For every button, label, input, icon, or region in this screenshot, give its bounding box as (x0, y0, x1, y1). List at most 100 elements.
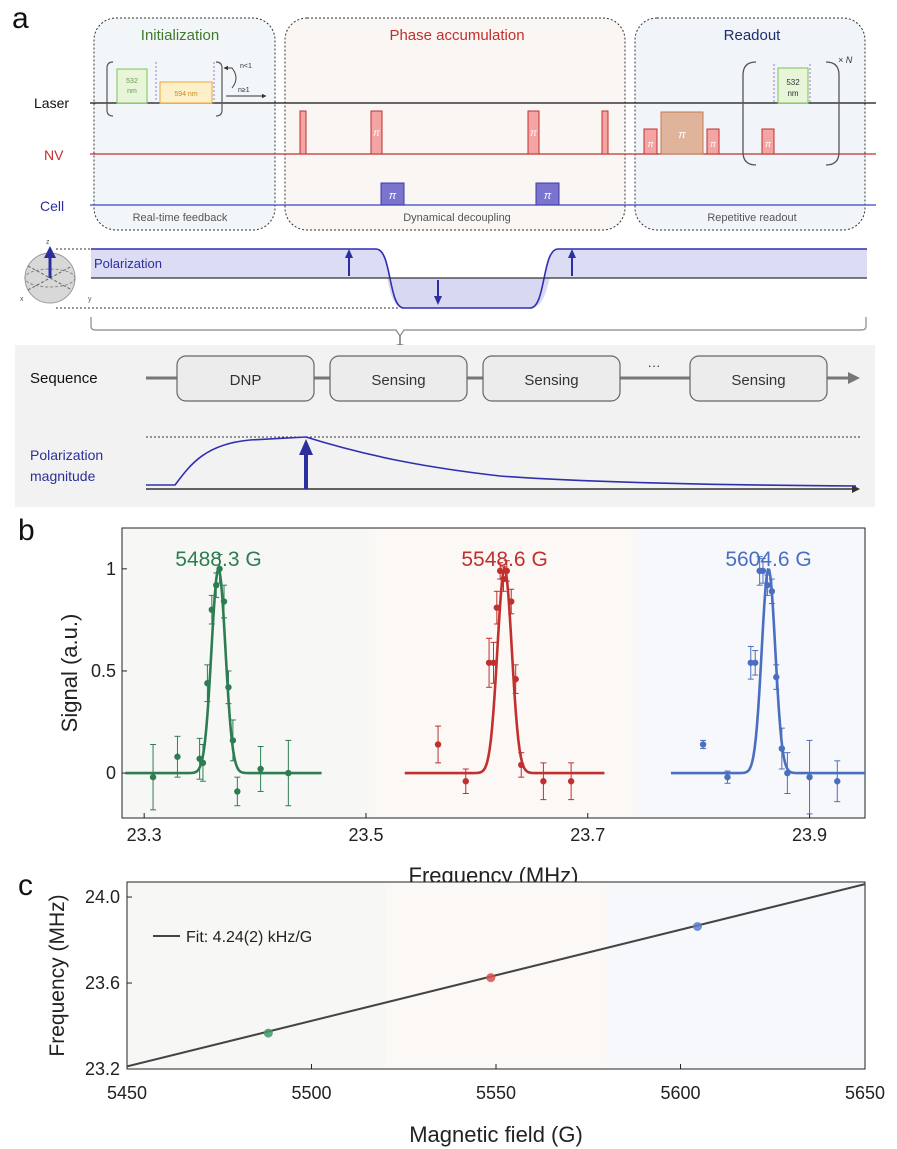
chart-b-data-point (512, 675, 519, 683)
init-green-label-1: 532 (126, 78, 138, 85)
chart-c-data-point (486, 973, 496, 983)
sequence-label: Sequence (30, 370, 98, 387)
chart-b-series-label: 5548.6 G (461, 548, 547, 571)
chart-c-y-tick-label: 24.0 (85, 887, 120, 907)
chart-b-data-point (229, 737, 237, 744)
chart-b-data-point (508, 598, 515, 605)
chart-b-data-point (806, 773, 813, 781)
readout-cnot (660, 111, 704, 155)
chart-c-x-tick-label: 5450 (107, 1083, 147, 1103)
chart-b-data-point (149, 773, 157, 781)
chart-b-data-point (567, 778, 575, 785)
chart-b-data-point (503, 567, 511, 575)
init-green-pulse (116, 68, 148, 104)
polarization-up-arrow-2 (568, 249, 576, 276)
phase-footer: Dynamical decoupling (403, 212, 511, 224)
readout-title: Readout (724, 27, 782, 44)
chart-b-data-point (496, 567, 504, 575)
polarization-label: Polarization (94, 256, 162, 271)
magnitude-peak-arrow (299, 439, 313, 489)
readout-bracket-left (742, 61, 757, 166)
cell-pi-label-2: π (544, 190, 552, 202)
chart-b-data-point (174, 753, 181, 760)
sequence-block-sensing-1-label: Sensing (371, 372, 425, 389)
chart-c-x-tick-label: 5600 (660, 1083, 700, 1103)
init-bracket-right (215, 61, 223, 117)
chart-b-data-point (778, 745, 786, 752)
chart-b-data-point (518, 761, 525, 769)
chart-b-x-tick-label: 23.9 (792, 825, 827, 845)
chart-c-background-band (606, 882, 865, 1069)
readout-footer: Repetitive readout (707, 212, 796, 224)
readout-pi-label-4: π (765, 139, 772, 149)
magnitude-label-2: magnitude (30, 468, 96, 484)
sequence-block-sensing-2-label: Sensing (524, 372, 578, 389)
polarization-dip-fill (387, 278, 550, 308)
chart-c-data-point (692, 921, 702, 931)
chart-b-y-axis-label: Signal (a.u.) (57, 614, 82, 733)
chart-c-y-tick-label: 23.6 (85, 973, 120, 993)
chart-c-x-tick-label: 5650 (845, 1083, 885, 1103)
chart-c-x-tick-label: 5500 (291, 1083, 331, 1103)
readout-green-label-1: 532 (786, 78, 800, 87)
polarization-up-arrow-1 (345, 249, 353, 276)
sequence-brace (90, 317, 867, 338)
nv-pulse-pi-1 (370, 110, 383, 155)
chart-b-data-point (257, 765, 264, 773)
chart-b-data-point (434, 741, 442, 748)
sequence-block-sensing-3-label: Sensing (731, 372, 785, 389)
chart-b-data-point (834, 778, 841, 785)
readout-repeat-label: × N (838, 55, 853, 65)
init-orange-pulse (159, 81, 213, 104)
sequence-block-dnp (176, 355, 315, 402)
chart-c-y-tick-label: 23.2 (85, 1059, 120, 1079)
nv-pulse-half-2 (601, 110, 609, 155)
chart-b-data-point (485, 659, 493, 666)
readout-pi-label-3: π (710, 139, 717, 149)
chart-b-x-tick-label: 23.3 (127, 825, 162, 845)
init-loop-arrow (223, 65, 237, 89)
chart-b-fit-curve (670, 567, 865, 775)
magnitude-curve (146, 436, 857, 487)
chart-b-data-point (490, 659, 497, 666)
readout-nv-pi-2 (706, 128, 720, 155)
sequence-arrow-head (848, 372, 860, 384)
chart-b-data-point (462, 778, 469, 785)
phase-box (284, 17, 626, 231)
cell-pulse-pi-1 (380, 182, 405, 206)
init-footer: Real-time feedback (133, 212, 228, 224)
chart-b-data-point (540, 778, 547, 785)
chart-c-fit-line (126, 883, 866, 1068)
chart-b-data-point (784, 769, 791, 777)
chart-b-data-point (216, 565, 223, 573)
chart-b-data-point (220, 598, 228, 605)
chart-b-y-tick-label: 0.5 (91, 661, 116, 681)
readout-bracket-right (825, 61, 840, 166)
chart-c-y-axis-label: Frequency (MHz) (46, 894, 69, 1056)
chart-b-data-point (759, 567, 767, 575)
sequence-block-dnp-label: DNP (230, 372, 262, 389)
panel-c-letter: c (18, 869, 33, 902)
panel-b-letter: b (18, 514, 35, 547)
cell-pi-label-1: π (389, 190, 397, 202)
init-branch-low: n<1 (240, 63, 252, 70)
svg-text:y: y (88, 296, 92, 303)
sequence-block-sensing-3 (689, 355, 828, 402)
nv-pi-label-2: π (530, 128, 537, 139)
init-bracket-left (106, 61, 114, 117)
chart-b-data-point (234, 788, 241, 795)
init-orange-label: 594 nm (174, 91, 198, 98)
svg-text:x: x (20, 296, 24, 303)
readout-nv-pi-1 (643, 128, 658, 155)
cell-pulse-pi-2 (535, 182, 560, 206)
chart-c-x-axis-label: Magnetic field (G) (409, 1122, 583, 1147)
chart-b-background-band (637, 528, 865, 818)
nv-pi-label-1: π (373, 128, 380, 139)
chart-b-x-tick-label: 23.7 (570, 825, 605, 845)
svg-text:z: z (46, 239, 50, 246)
chart-b-data-point (208, 606, 216, 613)
chart-b-data-point (752, 659, 759, 666)
